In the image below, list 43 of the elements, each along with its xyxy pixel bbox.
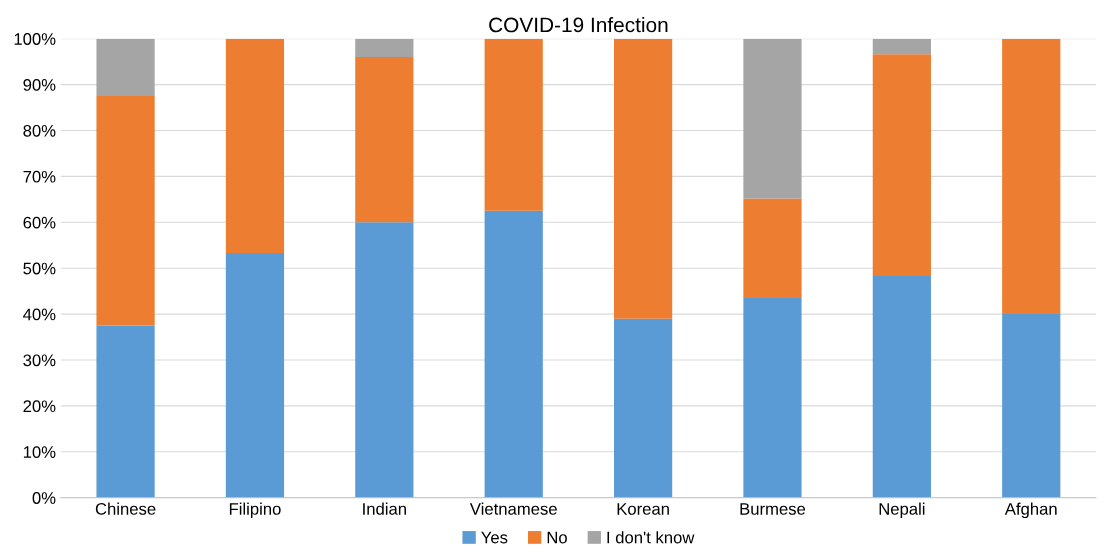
x-tick-label: Korean — [617, 503, 669, 515]
bar — [872, 54, 931, 277]
y-tick-label: 40% — [23, 308, 56, 321]
bar — [484, 38, 543, 211]
x-tick-label: Nepali — [879, 502, 925, 519]
bar — [1002, 314, 1061, 498]
bar — [355, 38, 414, 58]
legend-label: I don't know — [607, 531, 695, 544]
bar — [613, 318, 673, 498]
y-tick-label: 30% — [23, 354, 56, 367]
y-tick-label: 100% — [14, 33, 56, 45]
x-tick-label: Chinese — [95, 502, 156, 515]
x-tick-label: Afghan — [1004, 502, 1057, 519]
x-tick-label: Burmese — [740, 503, 806, 515]
y-tick-label: 90% — [23, 79, 56, 91]
bar — [743, 38, 802, 199]
bar — [96, 325, 155, 498]
bar — [96, 38, 155, 97]
x-tick-label: Filipino — [229, 502, 281, 519]
bar — [355, 57, 414, 223]
x-tick-label: Vietnamese — [469, 502, 557, 515]
bar — [872, 276, 931, 498]
bar — [225, 38, 285, 254]
y-tick-label: 70% — [23, 170, 56, 183]
bar — [743, 198, 802, 299]
y-tick-label: 20% — [23, 400, 56, 413]
y-tick-label: 0% — [32, 492, 56, 504]
y-tick-label: 50% — [23, 262, 56, 275]
bar — [355, 222, 414, 498]
bar — [1002, 38, 1061, 315]
bar — [613, 38, 673, 319]
y-tick-label: 10% — [23, 446, 56, 458]
bar — [743, 298, 802, 498]
bar — [96, 96, 155, 326]
bar — [225, 253, 285, 498]
legend-label: Yes — [481, 531, 508, 544]
x-tick-label: Indian — [363, 502, 406, 515]
y-tick-label: 60% — [23, 216, 56, 229]
bar — [484, 210, 543, 498]
bar — [872, 38, 931, 55]
chart-title: COVID-19 Infection — [489, 16, 668, 33]
legend-label: No — [547, 531, 567, 544]
y-tick-label: 80% — [23, 124, 56, 137]
